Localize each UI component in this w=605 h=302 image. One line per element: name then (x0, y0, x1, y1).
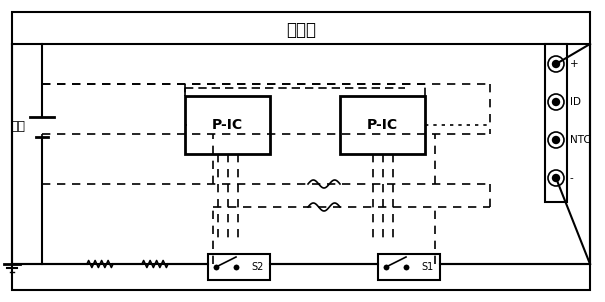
Text: +: + (570, 59, 578, 69)
Text: S2: S2 (252, 262, 264, 272)
Bar (185, 96, 270, 154)
Text: P-IC: P-IC (367, 118, 398, 132)
Text: ID: ID (570, 97, 581, 107)
Circle shape (552, 60, 560, 68)
Text: NTC: NTC (570, 135, 590, 145)
Text: P-IC: P-IC (212, 118, 243, 132)
Bar (208, 254, 270, 280)
Circle shape (552, 98, 560, 105)
Bar (545, 44, 567, 202)
Text: 电芯: 电芯 (10, 120, 25, 133)
Text: S1: S1 (422, 262, 434, 272)
Text: 单电池: 单电池 (286, 21, 316, 39)
Circle shape (552, 137, 560, 143)
Bar (378, 254, 440, 280)
Bar (340, 96, 425, 154)
Circle shape (552, 175, 560, 182)
Text: -: - (570, 173, 574, 183)
